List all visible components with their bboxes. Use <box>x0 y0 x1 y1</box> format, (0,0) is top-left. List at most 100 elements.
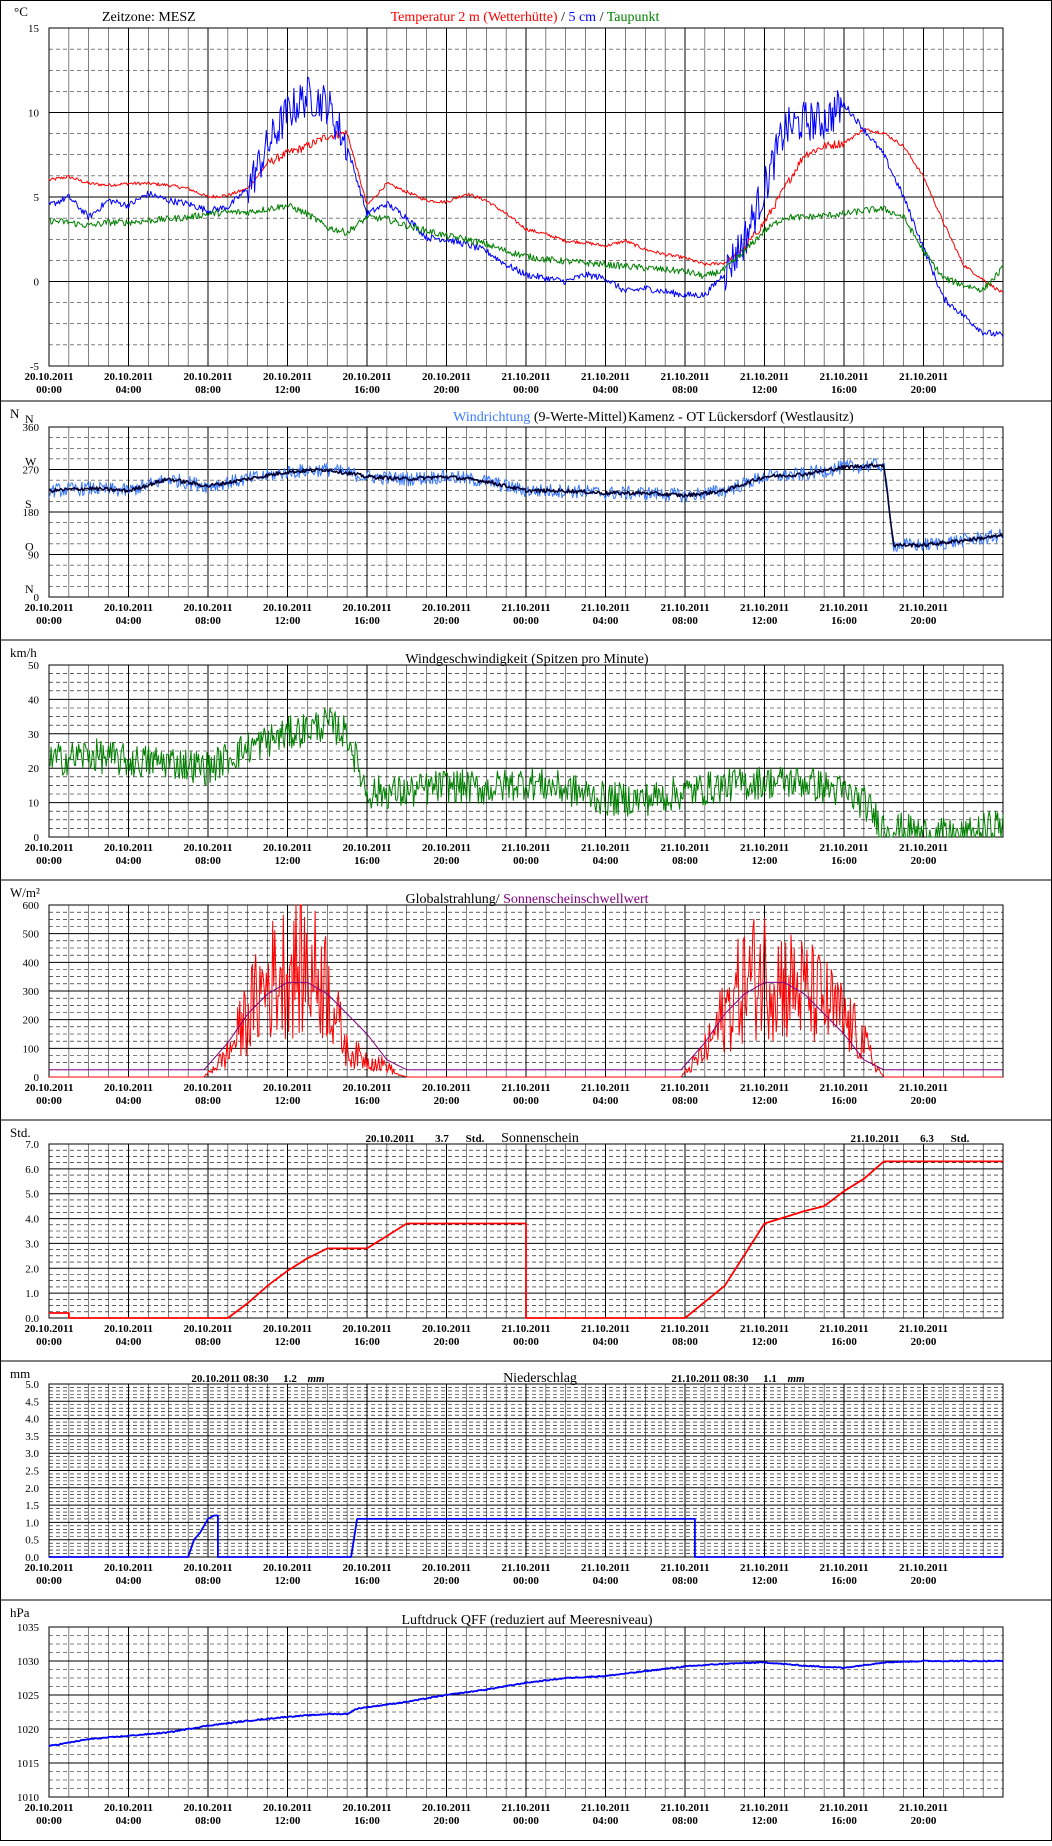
x-tick-time: 16:00 <box>354 384 380 396</box>
x-tick-date: 21.10.2011 <box>820 602 869 614</box>
x-tick-time: 16:00 <box>354 1095 380 1107</box>
x-tick-date: 21.10.2011 <box>581 1323 630 1335</box>
y-tick-label: 400 <box>23 957 40 969</box>
x-tick-date: 21.10.2011 <box>899 842 948 854</box>
x-tick-time: 08:00 <box>672 615 698 627</box>
x-tick-time: 04:00 <box>593 1575 619 1587</box>
y-tick-label: 5 <box>34 192 40 204</box>
annotation-value: 3.7 <box>435 1133 449 1145</box>
y-tick-label: 1020 <box>17 1724 40 1736</box>
series-line <box>49 981 1003 1071</box>
plot-frame <box>48 664 1004 838</box>
x-tick-time: 16:00 <box>354 855 380 867</box>
x-tick-date: 21.10.2011 <box>581 1802 630 1814</box>
x-tick-date: 21.10.2011 <box>740 1082 789 1094</box>
x-tick-time: 20:00 <box>911 615 937 627</box>
temperature-unit: °C <box>14 4 28 19</box>
y-tick-label: 90 <box>28 550 40 562</box>
title-part: Sonnenscheinschwellwert <box>503 892 649 907</box>
x-tick-date: 21.10.2011 <box>740 1323 789 1335</box>
x-tick-time: 04:00 <box>593 1336 619 1348</box>
x-tick-time: 16:00 <box>831 1095 857 1107</box>
x-tick-time: 00:00 <box>36 1095 62 1107</box>
unit-label: mm <box>10 1366 30 1381</box>
unit-label: hPa <box>10 1605 30 1620</box>
y-tick-label: 1035 <box>17 1622 40 1634</box>
x-tick-date: 20.10.2011 <box>422 602 471 614</box>
x-tick-time: 00:00 <box>513 1336 539 1348</box>
x-tick-date: 21.10.2011 <box>740 602 789 614</box>
x-tick-date: 21.10.2011 <box>581 1562 630 1574</box>
series-line <box>49 1160 1003 1319</box>
x-tick-time: 20:00 <box>911 1575 937 1587</box>
x-tick-time: 16:00 <box>354 1336 380 1348</box>
x-tick-date: 21.10.2011 <box>502 602 551 614</box>
series-line <box>48 203 1004 293</box>
x-tick-time: 04:00 <box>116 1336 142 1348</box>
y-tick-label: 15 <box>28 23 40 35</box>
annotation-unit: Std. <box>951 1133 970 1145</box>
title-part: Globalstrahlung/ <box>405 892 503 907</box>
x-tick-date: 21.10.2011 <box>661 1082 710 1094</box>
compass-label: O <box>25 540 34 554</box>
y-tick-label: 1.0 <box>25 1288 39 1300</box>
x-tick-date: 20.10.2011 <box>184 1562 233 1574</box>
compass-label: N <box>25 412 34 426</box>
x-tick-time: 12:00 <box>275 1336 301 1348</box>
x-tick-date: 20.10.2011 <box>422 371 471 383</box>
x-tick-date: 20.10.2011 <box>343 1802 392 1814</box>
x-tick-date: 21.10.2011 <box>502 1323 551 1335</box>
x-tick-date: 20.10.2011 <box>104 842 153 854</box>
panel-temperature: °C Zeitzone: MESZ <box>14 4 196 25</box>
x-tick-time: 20:00 <box>911 1336 937 1348</box>
y-tick-label: 5.0 <box>25 1379 39 1391</box>
x-tick-date: 21.10.2011 <box>661 1802 710 1814</box>
chart-panel: 1010 1015 1020 1025 1030 1035 hPa Luftdruck QFF… <box>10 1605 1004 1827</box>
annotation-date: 20.10.2011 <box>366 1133 415 1145</box>
x-tick-date: 21.10.2011 <box>740 371 789 383</box>
x-tick-time: 04:00 <box>116 855 142 867</box>
x-tick-date: 21.10.2011 <box>502 842 551 854</box>
unit-label: km/h <box>10 645 37 660</box>
chart-panel: 0.00.51.01.52.02.53.03.54.04.55.0mm Niede… <box>10 1366 1004 1587</box>
y-tick-label: 10 <box>28 798 40 810</box>
timezone-label: Zeitzone: MESZ <box>102 10 196 25</box>
y-tick-label: 0.5 <box>25 1535 39 1547</box>
annotation-date: 21.10.2011 <box>851 1133 900 1145</box>
x-tick-time: 20:00 <box>434 855 460 867</box>
y-tick-label: 2.0 <box>25 1483 39 1495</box>
x-tick-date: 21.10.2011 <box>502 1082 551 1094</box>
annotation-value: 1.2 <box>283 1373 297 1385</box>
chart-title: Sonnenschein <box>501 1131 579 1146</box>
y-tick-label: 1010 <box>17 1792 40 1804</box>
x-tick-time: 04:00 <box>116 384 142 396</box>
x-tick-date: 21.10.2011 <box>581 602 630 614</box>
x-tick-date: 21.10.2011 <box>502 1802 551 1814</box>
unit-label: Std. <box>10 1125 31 1140</box>
title-part: Niederschlag <box>503 1371 577 1386</box>
series-line <box>49 1514 1003 1558</box>
y-tick-label: 0 <box>34 832 40 844</box>
x-tick-date: 21.10.2011 <box>740 1562 789 1574</box>
series-line <box>49 904 1003 1078</box>
annotation-unit: mm <box>307 1373 325 1385</box>
x-tick-date: 20.10.2011 <box>263 842 312 854</box>
x-tick-time: 12:00 <box>275 384 301 396</box>
y-tick-label: 0 <box>34 1072 40 1084</box>
y-tick-label: 180 <box>23 507 40 519</box>
x-tick-time: 00:00 <box>513 1815 539 1827</box>
x-tick-time: 08:00 <box>672 1336 698 1348</box>
annotation-date: 20.10.2011 08:30 <box>191 1373 269 1385</box>
x-tick-date: 20.10.2011 <box>104 1323 153 1335</box>
x-tick-date: 20.10.2011 <box>25 1802 74 1814</box>
x-tick-time: 04:00 <box>593 855 619 867</box>
x-tick-time: 12:00 <box>275 855 301 867</box>
x-tick-date: 21.10.2011 <box>899 1562 948 1574</box>
x-tick-date: 20.10.2011 <box>184 371 233 383</box>
x-tick-date: 20.10.2011 <box>422 1802 471 1814</box>
title-part: Windgeschwindigkeit (Spitzen pro Minute) <box>405 652 649 667</box>
chart-title: Windrichtung (9-Werte-Mittel) <box>453 410 627 425</box>
title-part: 5 cm <box>568 10 596 25</box>
